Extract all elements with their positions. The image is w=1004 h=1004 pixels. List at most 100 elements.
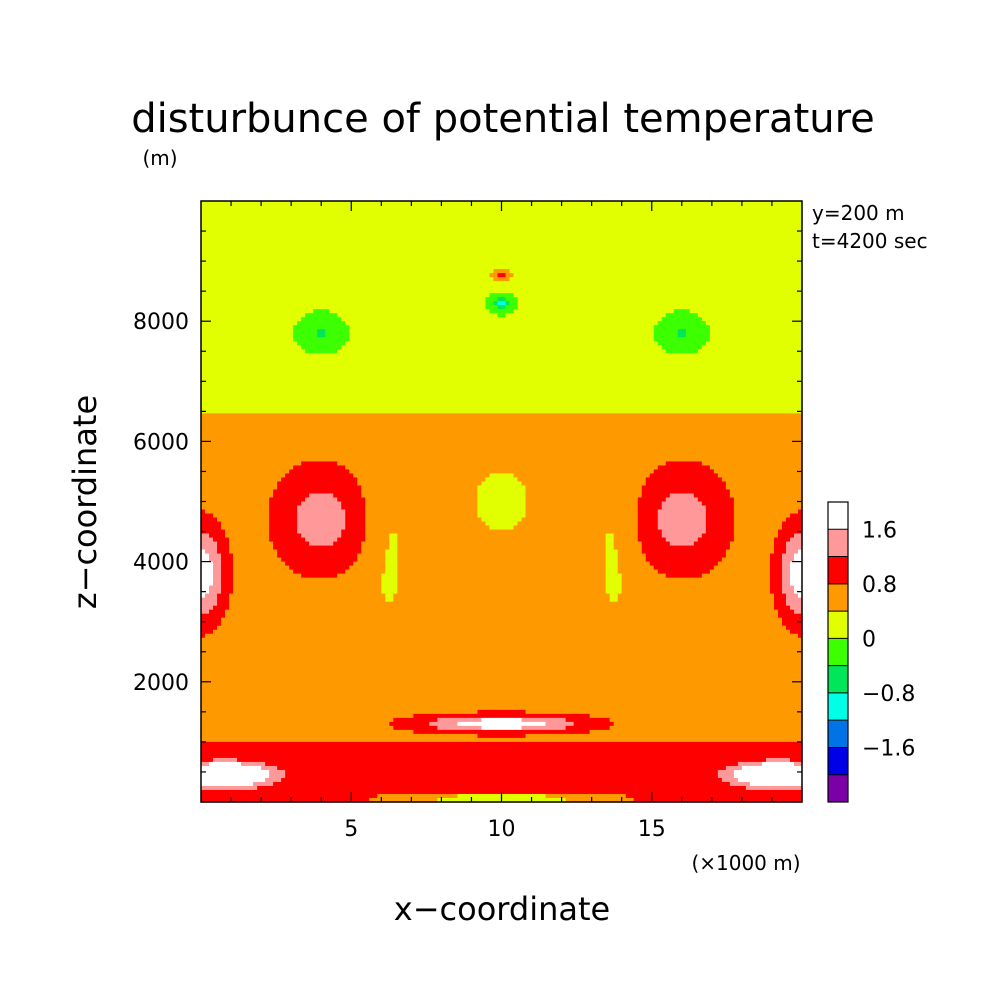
- contour-cell: [273, 781, 731, 787]
- contour-cell: [201, 277, 495, 282]
- contour-cell: [201, 729, 414, 735]
- contour-cell: [789, 577, 803, 583]
- contour-cell: [653, 337, 711, 342]
- contour-cell: [261, 765, 278, 771]
- contour-cell: [621, 577, 771, 583]
- contour-cell: [201, 441, 803, 447]
- contour-cell: [729, 541, 775, 547]
- contour-cell: [725, 481, 803, 487]
- contour-cell: [201, 725, 394, 731]
- contour-cell: [257, 785, 747, 791]
- contour-cell: [345, 517, 366, 523]
- contour-cell: [233, 581, 382, 587]
- contour-cell: [201, 241, 803, 246]
- contour-cell: [781, 521, 803, 527]
- contour-cell: [361, 489, 479, 495]
- contour-cell: [293, 569, 346, 575]
- contour-cell: [365, 533, 390, 539]
- contour-cell: [201, 305, 487, 310]
- contour-cell: [201, 657, 803, 663]
- contour-cell: [201, 685, 803, 691]
- contour-cell: [217, 597, 230, 603]
- contour-cell: [201, 361, 803, 366]
- contour-cell: [221, 557, 234, 563]
- contour-cell: [397, 569, 607, 575]
- contour-cell: [709, 337, 803, 342]
- contour-cell: [361, 545, 390, 551]
- contour-cell: [201, 213, 803, 218]
- contour-cell: [589, 729, 803, 735]
- contour-cell: [201, 393, 803, 398]
- contour-cell: [713, 469, 803, 475]
- contour-cell: [209, 553, 222, 559]
- contour-cell: [201, 409, 803, 414]
- contour-cell: [781, 561, 791, 567]
- contour-cell: [301, 345, 342, 350]
- contour-cell: [645, 481, 727, 487]
- contour-cell: [657, 525, 707, 531]
- contour-cell: [233, 561, 286, 567]
- contour-cell: [437, 717, 483, 723]
- contour-cell: [477, 497, 527, 503]
- contour-cell: [201, 537, 214, 543]
- contour-cell: [213, 605, 230, 611]
- contour-cell: [361, 485, 479, 491]
- contour-cell: [289, 469, 350, 475]
- contour-cell: [201, 505, 270, 511]
- contour-cell: [349, 329, 655, 334]
- contour-cell: [617, 565, 655, 571]
- contour-cell: [225, 609, 779, 615]
- contour-cell: [785, 625, 803, 631]
- contour-cell: [201, 389, 803, 394]
- contour-cell: [201, 437, 803, 442]
- contour-cell: [701, 317, 803, 322]
- contour-cell: [341, 345, 663, 350]
- contour-cell: [201, 473, 286, 479]
- contour-cell: [481, 717, 523, 723]
- contour-cell: [201, 341, 298, 346]
- contour-cell: [733, 497, 803, 503]
- contour-cell: [653, 469, 715, 475]
- contour-cell: [521, 717, 567, 723]
- contour-cell: [781, 585, 795, 591]
- contour-cell: [293, 465, 346, 471]
- contour-cell: [521, 481, 647, 487]
- contour-cell: [717, 473, 803, 479]
- contour-cell: [201, 309, 314, 314]
- contour-cell: [369, 797, 438, 803]
- contour-cell: [201, 469, 290, 475]
- contour-cell: [769, 557, 783, 563]
- contour-cell: [789, 605, 803, 611]
- contour-cell: [545, 793, 627, 799]
- contour-cell: [781, 573, 791, 579]
- contour-cell: [517, 297, 803, 302]
- contour-cell: [201, 217, 803, 222]
- contour-cell: [701, 345, 803, 350]
- contour-cell: [769, 589, 783, 595]
- contour-cell: [705, 513, 735, 519]
- contour-cell: [213, 581, 222, 587]
- contour-cell: [201, 541, 218, 547]
- contour-cell: [789, 513, 803, 519]
- contour-cell: [201, 225, 803, 230]
- contour-cell: [589, 713, 803, 719]
- contour-cell: [201, 581, 214, 587]
- contour-cell: [217, 545, 230, 551]
- contour-cell: [613, 721, 803, 727]
- contour-cell: [201, 797, 370, 803]
- contour-cell: [397, 533, 607, 539]
- contour-cell: [201, 745, 803, 751]
- y-tick-label: 6000: [133, 430, 189, 455]
- contour-cell: [657, 521, 707, 527]
- contour-cell: [617, 553, 647, 559]
- contour-cell: [497, 273, 507, 278]
- contour-cell: [201, 733, 479, 739]
- contour-cell: [297, 505, 342, 511]
- contour-cell: [201, 517, 218, 523]
- contour-cell: [201, 465, 294, 471]
- contour-cell: [353, 473, 491, 479]
- contour-cell: [201, 697, 803, 703]
- contour-cell: [789, 561, 803, 567]
- contour-cell: [397, 573, 607, 579]
- contour-cell: [793, 533, 803, 539]
